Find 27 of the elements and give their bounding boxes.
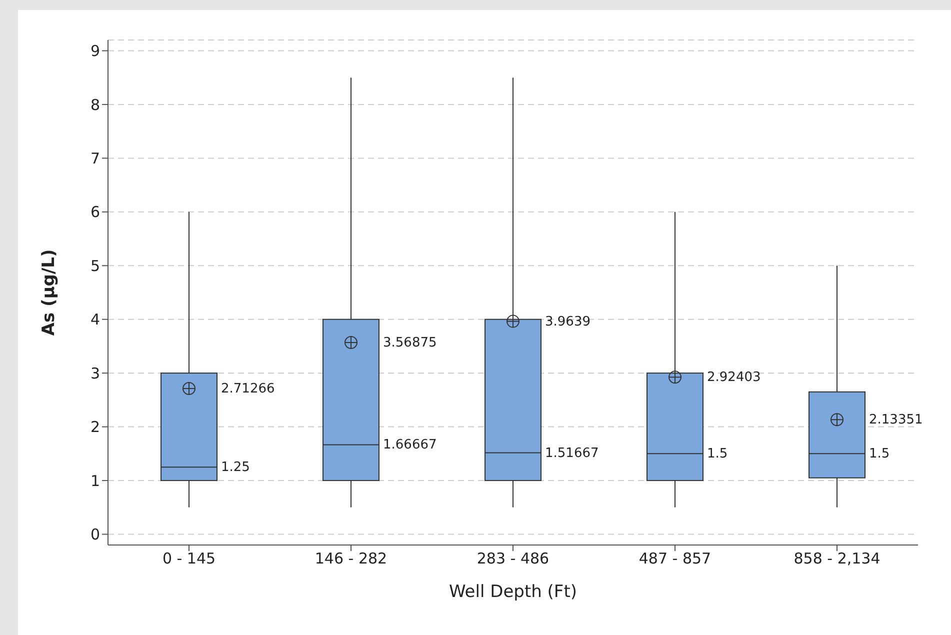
x-tick-label: 858 - 2,134	[794, 550, 880, 568]
y-tick-label: 8	[90, 96, 100, 114]
y-tick-label: 7	[90, 150, 100, 168]
y-tick-label: 5	[90, 256, 100, 275]
annotation: 1.51667	[545, 446, 599, 461]
y-tick-label: 9	[90, 42, 100, 60]
annotation: 3.56875	[383, 336, 437, 351]
x-tick-label: 283 - 486	[476, 550, 550, 568]
x-axis-title: Well Depth (Ft)	[448, 582, 578, 602]
annotation: 1.5	[869, 446, 890, 462]
y-tick-label: 4	[90, 310, 100, 329]
annotation: 2.92403	[707, 370, 761, 386]
annotation: 1.66667	[383, 438, 437, 453]
annotation: 2.13351	[869, 412, 923, 428]
y-tick-label: 0	[90, 526, 100, 544]
y-tick-label: 6	[90, 203, 100, 222]
x-tick-label: 146 - 282	[314, 550, 388, 568]
annotation: 1.25	[221, 460, 250, 476]
y-tick-label: 1	[90, 472, 100, 490]
y-axis-title: As (μg/L)	[39, 249, 60, 336]
annotation: 2.71266	[221, 382, 275, 397]
y-tick-label: 2	[90, 418, 100, 436]
annotation: 1.5	[707, 446, 728, 462]
y-tick-label: 3	[90, 364, 100, 382]
annotation: 3.9639	[545, 314, 590, 330]
x-tick-label: 487 - 857	[638, 550, 712, 568]
x-tick-label: 0 - 145	[162, 550, 216, 568]
